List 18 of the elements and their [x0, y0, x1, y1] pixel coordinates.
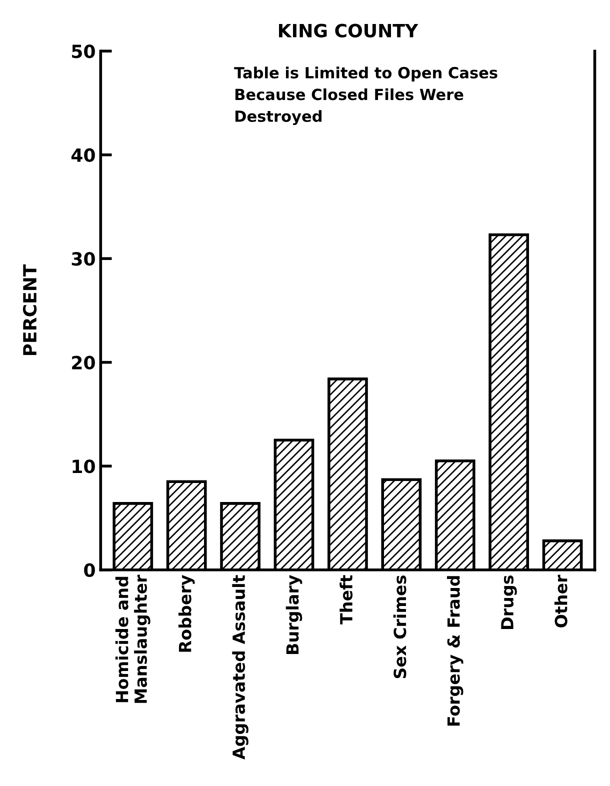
y-tick-label: 10 [72, 460, 95, 474]
x-tick-label: Sex Crimes [393, 576, 406, 678]
x-tick-label: Burglary [286, 575, 302, 654]
y-tick-label: 20 [72, 356, 95, 370]
y-axis-title: PERCENT [22, 264, 37, 356]
y-tick-label: 0 [84, 563, 95, 577]
x-tick-label: Robbery [178, 575, 195, 652]
x-tick-label: Drugs [501, 576, 517, 629]
y-tick-label: 40 [71, 148, 95, 162]
x-tick-label: Forgery & Fraud [446, 576, 464, 726]
y-tick-label: 50 [72, 44, 95, 58]
chart-title: KING COUNTY [279, 24, 418, 38]
x-tick-label: Other [554, 574, 568, 628]
x-tick-label: Theft [340, 575, 353, 624]
annotation: Table is Limited to Open Cases Because Closed Files Were Destroyed [234, 66, 498, 126]
x-tick-label: Homicide and Manslaughter [115, 574, 150, 703]
y-tick-label: 30 [72, 252, 95, 266]
x-tick-label: Aggravated Assault [232, 575, 248, 760]
